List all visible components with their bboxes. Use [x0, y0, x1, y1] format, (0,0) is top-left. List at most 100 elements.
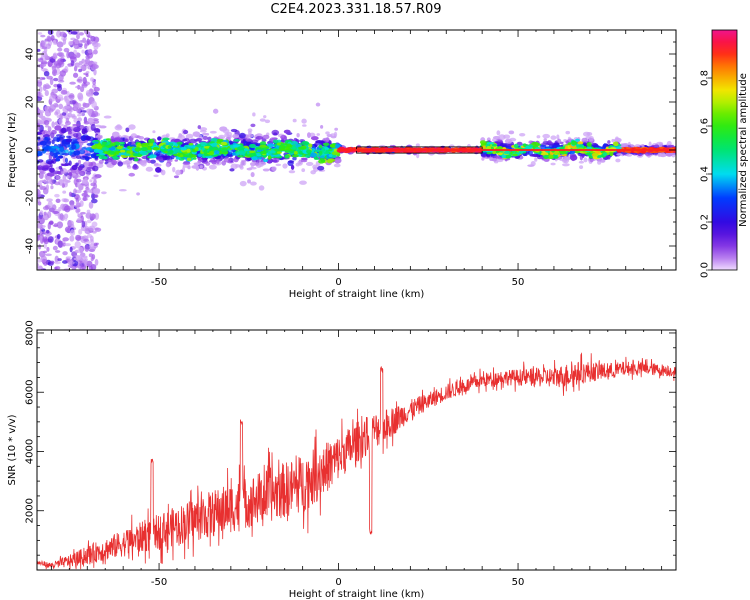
spectral-blob	[51, 121, 55, 128]
spectrogram-y-tick-label: 20	[25, 96, 36, 109]
spectral-blob	[132, 153, 139, 157]
spectral-blob	[83, 62, 89, 67]
spectral-blob	[68, 172, 73, 176]
spectral-blob	[320, 124, 324, 129]
spectral-blob	[58, 74, 64, 82]
colorbar-tick-label: 0.4	[700, 166, 711, 182]
spectral-blob	[86, 260, 93, 268]
spectral-blob	[84, 156, 90, 161]
spectral-blob	[80, 40, 85, 43]
spectral-blob	[238, 164, 243, 168]
spectral-blob	[243, 148, 249, 152]
spectral-blob	[531, 153, 540, 157]
spectral-blob	[150, 159, 156, 164]
spectral-blob	[94, 124, 102, 128]
spectral-blob	[37, 136, 41, 141]
spectral-blob	[653, 144, 660, 149]
spectral-blob	[208, 146, 214, 151]
spectral-blob	[64, 205, 71, 213]
spectral-blob	[328, 154, 333, 158]
spectral-blob	[92, 61, 98, 65]
spectral-blob	[37, 108, 41, 115]
spectral-blob	[51, 139, 55, 145]
spectral-blob	[37, 150, 43, 156]
spectral-blob	[310, 136, 319, 141]
spectral-blob	[302, 124, 307, 127]
spectral-blob	[592, 145, 600, 149]
spectral-blob	[526, 151, 530, 155]
spectral-blob	[582, 131, 591, 137]
spectral-blob	[54, 250, 61, 253]
spectral-blob	[46, 176, 52, 181]
spectral-blob	[94, 258, 99, 266]
spectral-blob	[61, 153, 70, 156]
spectral-blob	[611, 138, 615, 143]
spectral-blob	[322, 142, 330, 146]
spectral-blob	[185, 133, 194, 139]
spectral-blob	[75, 178, 82, 183]
spectral-blob	[81, 179, 87, 185]
spectral-blob	[65, 138, 73, 143]
spectral-blob	[134, 147, 141, 152]
spectral-blob	[73, 126, 81, 133]
spectral-blob	[56, 137, 60, 142]
spectral-blob	[326, 134, 333, 137]
spectral-blob	[262, 150, 266, 155]
spectral-blob	[67, 220, 74, 227]
spectral-blob	[136, 192, 140, 196]
spectral-blob	[85, 73, 89, 78]
spectral-blob	[46, 172, 55, 177]
spectral-blob	[39, 185, 44, 191]
spectral-blob	[196, 143, 202, 148]
spectral-blob	[316, 133, 321, 136]
spectral-blob	[38, 265, 44, 270]
spectral-blob	[92, 165, 99, 172]
spectral-blob	[54, 181, 61, 186]
spectral-blob	[250, 181, 257, 186]
spectral-blob	[512, 153, 518, 157]
spectral-blob	[41, 50, 47, 58]
spectral-blob	[415, 143, 420, 147]
spectral-blob	[49, 94, 56, 102]
spectral-blob	[581, 137, 588, 143]
spectral-blob	[47, 200, 53, 209]
spectral-blob	[50, 35, 55, 42]
spectral-blob	[37, 201, 42, 206]
spectral-blob	[40, 170, 45, 174]
spectral-blob	[70, 59, 75, 67]
spectral-blob	[39, 235, 43, 242]
spectral-blob	[583, 157, 588, 163]
spectral-blob	[97, 149, 104, 154]
spectral-blob	[58, 52, 65, 58]
spectral-blob	[333, 163, 341, 168]
spectral-blob	[173, 148, 180, 153]
figure-title: C2E4.2023.331.18.57.R09	[270, 2, 442, 17]
spectral-blob	[593, 153, 599, 157]
spectral-blob	[301, 141, 310, 146]
spectral-blob	[57, 79, 65, 83]
spectral-blob	[249, 150, 256, 153]
spectral-blob	[145, 166, 154, 172]
spectral-blob	[183, 129, 189, 135]
spectral-blob	[93, 86, 100, 92]
spectrogram-plot	[36, 29, 677, 271]
spectral-blob	[52, 224, 59, 227]
spectral-blob	[202, 135, 209, 140]
spectral-blob	[284, 154, 290, 159]
spectral-blob	[174, 159, 179, 162]
spectral-blob	[64, 105, 71, 109]
spectral-blob	[213, 108, 219, 114]
spectral-blob	[112, 131, 120, 138]
spectral-blob	[486, 141, 495, 145]
snr-y-tick-label: 4000	[25, 439, 36, 464]
spectral-blob	[66, 135, 71, 139]
colorbar-tick-label: 0.6	[700, 118, 711, 134]
spectral-blob	[123, 153, 131, 156]
spectral-blob	[67, 112, 73, 118]
spectral-blob	[519, 133, 526, 137]
spectral-blob	[39, 179, 47, 183]
spectral-blob	[114, 136, 121, 142]
spectral-blob	[492, 150, 497, 155]
spectral-blob	[318, 144, 323, 149]
